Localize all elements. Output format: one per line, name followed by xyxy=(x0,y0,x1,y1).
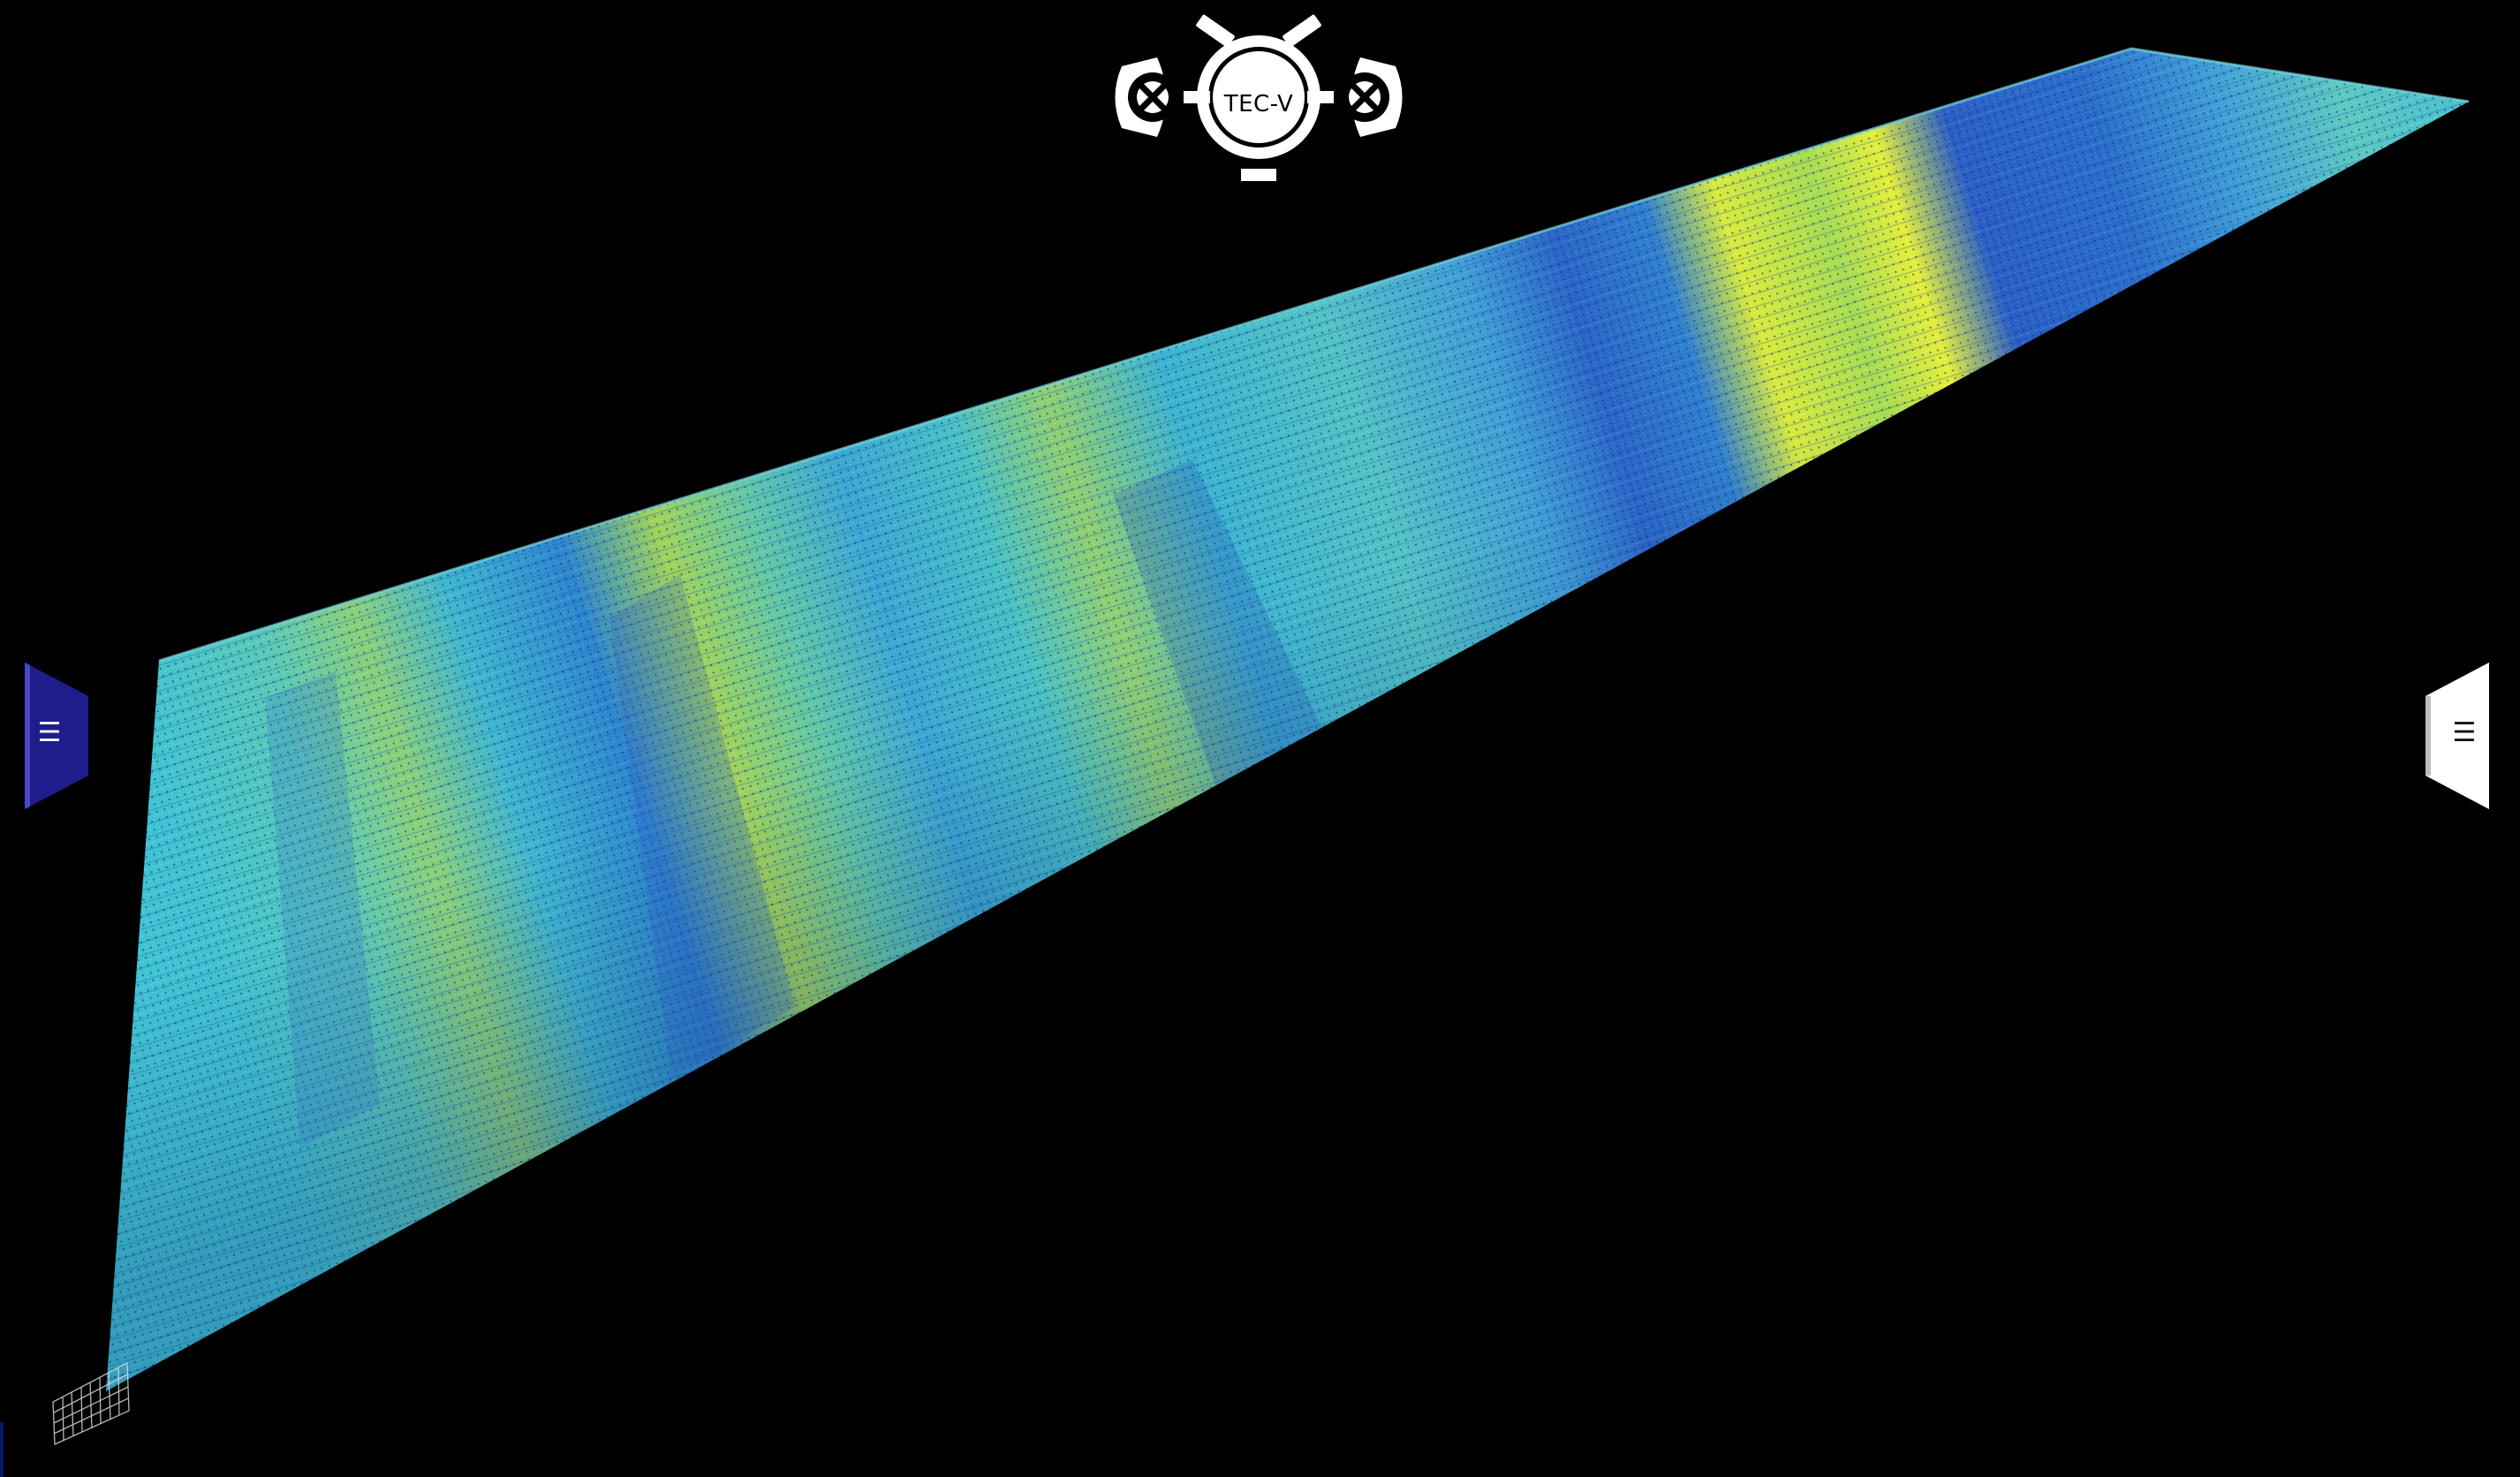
minimap-grid[interactable] xyxy=(49,1356,138,1453)
wireframe-grid-icon xyxy=(52,1361,130,1445)
right-menu-toggle[interactable]: ☰ xyxy=(2425,663,2489,809)
rover-logo-icon xyxy=(1115,14,1403,181)
logo-text: TEC-V xyxy=(1223,91,1294,117)
hamburger-menu-icon[interactable]: ☰ xyxy=(2452,717,2477,748)
viewport-edge-accent xyxy=(0,1422,4,1477)
left-menu-toggle[interactable]: ☰ xyxy=(25,663,88,809)
right-tab-shape xyxy=(2425,663,2489,809)
hamburger-menu-icon[interactable]: ☰ xyxy=(37,717,62,748)
tec-v-logo: TEC-V xyxy=(1104,13,1413,190)
scan-top-edge xyxy=(158,47,2470,663)
left-tab-shape xyxy=(25,663,88,809)
